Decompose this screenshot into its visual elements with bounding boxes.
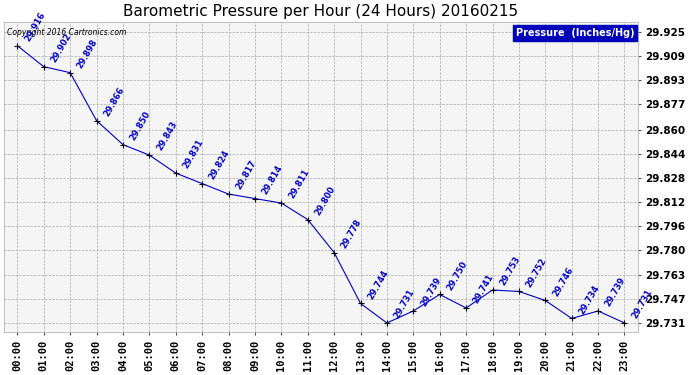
Text: 29.817: 29.817 [234, 159, 258, 191]
Text: 29.739: 29.739 [419, 276, 443, 308]
Text: Copyright 2016 Cartronics.com: Copyright 2016 Cartronics.com [8, 28, 127, 37]
Text: 29.731: 29.731 [630, 288, 654, 320]
Text: 29.916: 29.916 [23, 10, 47, 43]
Text: 29.831: 29.831 [181, 138, 205, 170]
Text: 29.752: 29.752 [524, 256, 549, 289]
Text: 29.778: 29.778 [339, 217, 364, 250]
Text: 29.898: 29.898 [76, 38, 99, 70]
Text: 29.902: 29.902 [49, 32, 73, 64]
Text: 29.866: 29.866 [102, 86, 126, 118]
Text: Pressure  (Inches/Hg): Pressure (Inches/Hg) [516, 28, 635, 38]
Text: 29.734: 29.734 [578, 283, 601, 316]
Text: 29.750: 29.750 [445, 259, 469, 292]
Text: 29.739: 29.739 [604, 276, 627, 308]
Text: 29.753: 29.753 [498, 255, 522, 287]
Text: 29.741: 29.741 [472, 273, 495, 305]
Text: 29.746: 29.746 [551, 265, 575, 298]
Text: 29.814: 29.814 [261, 163, 284, 196]
Text: 29.800: 29.800 [313, 184, 337, 217]
Text: 29.744: 29.744 [366, 268, 390, 301]
Text: 29.811: 29.811 [287, 168, 311, 200]
Text: 29.731: 29.731 [393, 288, 416, 320]
Text: 29.824: 29.824 [208, 148, 232, 181]
Text: 29.843: 29.843 [155, 120, 179, 152]
Text: 29.850: 29.850 [128, 110, 152, 142]
Title: Barometric Pressure per Hour (24 Hours) 20160215: Barometric Pressure per Hour (24 Hours) … [124, 4, 518, 19]
